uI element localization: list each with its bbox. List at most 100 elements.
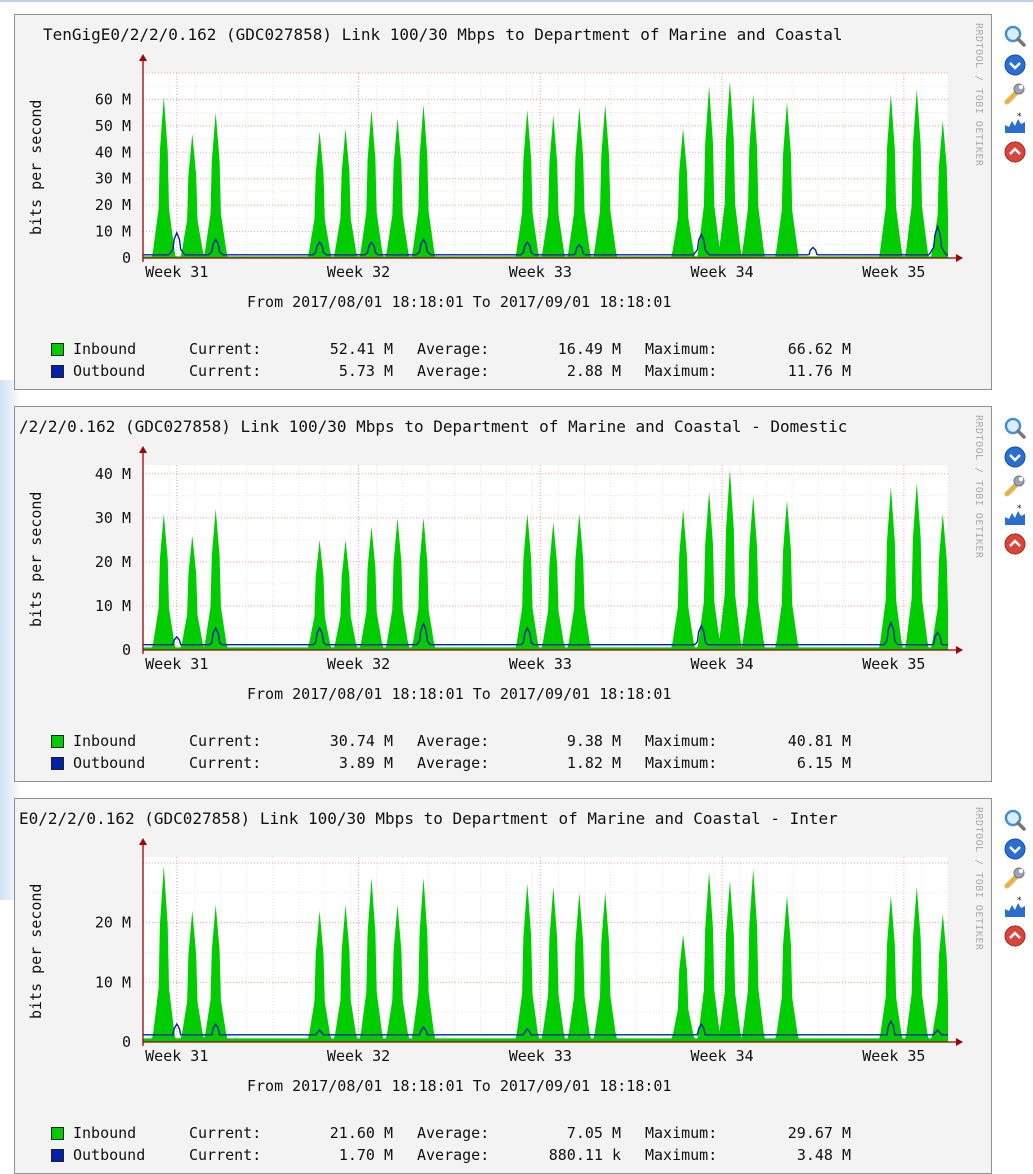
- settings-wrench-icon: [1004, 83, 1025, 105]
- average-value: 7.05 M: [566, 1124, 621, 1142]
- average-label: Average:: [417, 732, 490, 750]
- x-tick-label: Week 32: [327, 655, 390, 673]
- zoom-button[interactable]: [1003, 808, 1027, 832]
- y-axis-label: bits per second: [27, 883, 45, 1019]
- download-button[interactable]: [1003, 445, 1027, 469]
- maximum-label: Maximum:: [645, 1146, 718, 1164]
- y-tick-label: 10 M: [95, 223, 131, 241]
- zoom-icon: [1004, 417, 1026, 439]
- average-label: Average:: [417, 362, 490, 380]
- inbound-area: [143, 80, 948, 259]
- date-range: From 2017/08/01 18:18:01 To 2017/09/01 1…: [247, 1077, 672, 1095]
- download-button[interactable]: [1003, 837, 1027, 861]
- remove-icon: [1004, 533, 1026, 555]
- maximum-label: Maximum:: [645, 732, 718, 750]
- settings-wrench-button[interactable]: [1003, 474, 1027, 498]
- current-value: 30.74 M: [329, 732, 393, 750]
- y-tick-label: 40 M: [95, 143, 131, 161]
- maximum-value: 6.15 M: [796, 754, 851, 772]
- legend-name: Inbound: [73, 732, 137, 750]
- maximum-value: 40.81 M: [787, 732, 851, 750]
- settings-wrench-button[interactable]: [1003, 82, 1027, 106]
- traffic-chart-international: 0 10 M 20 M Week 31 Week 32 Week 33 Week 34 Wee…: [95, 838, 963, 1065]
- x-tick-label: Week 31: [145, 1047, 208, 1065]
- graph-title: /2/2/0.162 (GDC027858) Link 100/30 Mbps …: [19, 417, 848, 436]
- x-tick-label: Week 31: [145, 263, 208, 281]
- x-tick-label: Week 35: [862, 263, 925, 281]
- y-tick-label: 0: [122, 249, 131, 267]
- traffic-chart-domestic: 0 10 M 20 M 30 M 40 M Week 31 Week 32 Week 33 We…: [95, 446, 963, 673]
- average-value: 9.38 M: [566, 732, 621, 750]
- current-value: 5.73 M: [338, 362, 393, 380]
- download-icon: [1004, 54, 1026, 76]
- maximum-value: 66.62 M: [787, 340, 851, 358]
- graph-panel-domestic: 0 10 M 20 M 30 M 40 M Week 31 Week 32 Week 33 We…: [14, 406, 992, 782]
- y-tick-label: 20 M: [95, 196, 131, 214]
- graph-button[interactable]: *: [1003, 895, 1027, 919]
- average-label: Average:: [417, 1124, 490, 1142]
- current-value: 1.70 M: [338, 1146, 393, 1164]
- y-tick-label: 10 M: [95, 597, 131, 615]
- download-button[interactable]: [1003, 53, 1027, 77]
- x-tick-label: Week 32: [327, 1047, 390, 1065]
- download-icon: [1004, 838, 1026, 860]
- svg-text:*: *: [1017, 112, 1022, 122]
- graph-icon: *: [1005, 112, 1025, 133]
- current-label: Current:: [189, 754, 262, 772]
- plot-area: [143, 857, 948, 1042]
- y-tick-label: 30 M: [95, 170, 131, 188]
- y-tick-label: 50 M: [95, 117, 131, 135]
- average-value: 16.49 M: [557, 340, 621, 358]
- y-axis-label: bits per second: [27, 99, 45, 235]
- settings-wrench-button[interactable]: [1003, 866, 1027, 890]
- inbound-swatch: [51, 735, 64, 748]
- rrdtool-credit: RRDTOOL / TOBI OETIKER: [973, 415, 984, 559]
- remove-button[interactable]: [1003, 140, 1027, 164]
- y-tick-label: 40 M: [95, 465, 131, 483]
- outbound-line: [143, 224, 948, 256]
- inbound-area: [143, 469, 948, 650]
- date-range: From 2017/08/01 18:18:01 To 2017/09/01 1…: [247, 293, 672, 311]
- current-label: Current:: [189, 362, 262, 380]
- x-tick-label: Week 34: [690, 1047, 753, 1065]
- plot-area: [143, 465, 948, 650]
- zoom-button[interactable]: [1003, 416, 1027, 440]
- maximum-label: Maximum:: [645, 362, 718, 380]
- y-axis-arrow: [139, 54, 147, 61]
- zoom-button[interactable]: [1003, 24, 1027, 48]
- download-icon: [1004, 446, 1026, 468]
- remove-button[interactable]: [1003, 924, 1027, 948]
- outbound-swatch: [51, 365, 64, 378]
- current-value: 21.60 M: [329, 1124, 393, 1142]
- svg-text:*: *: [1017, 896, 1022, 906]
- current-value: 3.89 M: [338, 754, 393, 772]
- settings-wrench-icon: [1004, 867, 1025, 889]
- outbound-line: [143, 1019, 948, 1036]
- graph-button[interactable]: *: [1003, 503, 1027, 527]
- x-tick-label: Week 33: [509, 1047, 572, 1065]
- average-value: 880.11 k: [548, 1146, 621, 1164]
- average-label: Average:: [417, 754, 490, 772]
- y-axis-label: bits per second: [27, 491, 45, 627]
- maximum-value: 29.67 M: [787, 1124, 851, 1142]
- inbound-swatch: [51, 1127, 64, 1140]
- maximum-value: 11.76 M: [787, 362, 851, 380]
- remove-icon: [1004, 925, 1026, 947]
- graph-icon: *: [1005, 504, 1025, 525]
- legend-name: Outbound: [73, 1146, 146, 1164]
- remove-icon: [1004, 141, 1026, 163]
- outbound-swatch: [51, 1149, 64, 1162]
- y-axis-arrow: [139, 446, 147, 453]
- rrdtool-credit: RRDTOOL / TOBI OETIKER: [973, 23, 984, 167]
- legend-name: Outbound: [73, 754, 146, 772]
- remove-button[interactable]: [1003, 532, 1027, 556]
- graph-title: TenGigE0/2/2/0.162 (GDC027858) Link 100/…: [43, 25, 843, 44]
- x-axis-arrow: [956, 1038, 963, 1046]
- x-tick-label: Week 35: [862, 1047, 925, 1065]
- graph-panel-total: 0 10 M 20 M 30 M 40 M 50 M 60 M Week 31 Week 32 W…: [14, 14, 992, 390]
- graph-button[interactable]: *: [1003, 111, 1027, 135]
- graph-title: E0/2/2/0.162 (GDC027858) Link 100/30 Mbp…: [19, 809, 838, 828]
- average-value: 2.88 M: [566, 362, 621, 380]
- average-label: Average:: [417, 1146, 490, 1164]
- x-tick-label: Week 33: [509, 263, 572, 281]
